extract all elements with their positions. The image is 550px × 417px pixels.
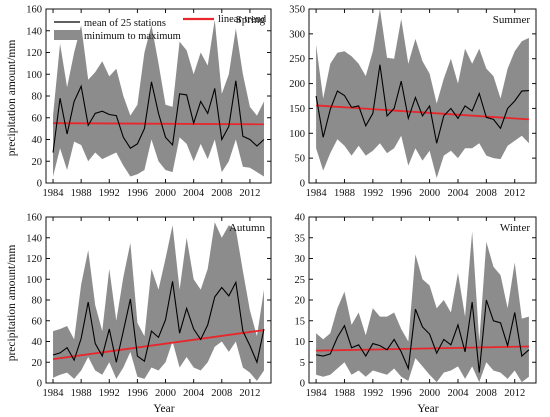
autumn-trend-line [52,329,265,361]
winter-y-tick-label: 15 [295,316,306,327]
spring-x-tick-label: 2004 [183,188,205,199]
autumn-x-tick-label: 2008 [211,388,232,399]
spring-x-tick-label: 1988 [71,188,92,199]
winter-y-tick-label: 30 [295,254,306,265]
winter-mean-line [315,299,530,373]
summer-range-band [316,9,529,179]
autumn-range-band [53,222,264,381]
summer-x-tick-label: 2004 [447,188,469,199]
summer-plot-frame [308,8,537,184]
summer-x-tick-label: 2008 [476,188,497,199]
summer-y-tick-label: 300 [289,29,305,40]
spring-season-label: Spring [236,14,266,26]
winter-x-tick-label: 2004 [447,388,469,399]
spring-range-band [53,19,264,177]
winter-trend-line [316,345,529,352]
autumn-y-tick-label: 100 [26,275,42,286]
winter-y-tick-label: 5 [300,358,305,369]
summer-y-tick-label: 0 [300,179,305,190]
legend-trend-label: linear trend [218,14,267,25]
y-axis-title-top: precipitation amount/mm [6,40,18,157]
summer-x-tick-label: 1992 [362,188,383,199]
summer-x-tick-label: 2012 [504,188,525,199]
autumn-x-tick-label: 1992 [99,388,120,399]
autumn-y-tick-label: 20 [32,358,43,369]
panel-spring: 1984 1988 1992 1996 2000 2004 2008 2012 0 20 40 60 8… [26,5,272,199]
spring-y-tick-label: 0 [37,179,42,190]
winter-range-band [316,231,529,383]
autumn-x-tick-label: 1984 [43,388,65,399]
winter-season-label: Winter [500,222,530,234]
spring-y-tick-label: 120 [26,48,42,59]
autumn-y-tick-label: 0 [37,379,42,390]
winter-x-tick-label: 2008 [476,388,497,399]
spring-y-tick-label: 140 [26,26,42,37]
spring-mean-line [52,80,265,153]
spring-trend-line [53,122,264,126]
winter-y-tick-label: 35 [295,233,306,244]
spring-y-tick-label: 100 [26,70,42,81]
winter-x-tick-label: 1988 [334,388,355,399]
summer-y-tick-label: 150 [289,104,305,115]
spring-x-tick-label: 2008 [211,188,232,199]
autumn-y-tick-label: 80 [32,296,43,307]
spring-y-tick-label: 160 [26,5,42,16]
panel-summer: 1984 1988 1992 1996 2000 2004 2008 2012 0 50 100 15… [289,5,537,199]
y-axis-title-bottom: precipitation amount/mm [6,245,18,362]
summer-x-tick-label: 2000 [419,188,440,199]
winter-y-tick-label: 20 [295,296,306,307]
spring-y-tick-label: 60 [32,113,43,124]
summer-x-tick-label: 1996 [391,188,412,199]
autumn-season-label: Autumn [229,222,266,234]
autumn-y-tick-label: 160 [26,213,42,224]
spring-x-tick-label: 1984 [43,188,65,199]
winter-y-tick-label: 10 [295,337,306,348]
legend-range-label: minimum to maximum [84,31,181,42]
autumn-y-tick-label: 40 [32,337,43,348]
spring-y-tick-label: 80 [32,92,43,103]
summer-x-tick-label: 1988 [334,188,355,199]
spring-x-tick-label: 2000 [155,188,176,199]
autumn-y-tick-label: 60 [32,316,43,327]
summer-y-tick-label: 50 [295,154,306,165]
summer-x-tick-label: 1984 [306,188,328,199]
spring-x-tick-label: 2012 [239,188,260,199]
legend-mean-label: mean of 25 stations [84,18,166,29]
winter-x-tick-label: 1996 [391,388,412,399]
winter-y-tick-label: 25 [295,275,306,286]
autumn-x-tick-label: 1996 [127,388,148,399]
summer-season-label: Summer [493,14,531,26]
winter-x-tick-label: 1992 [362,388,383,399]
spring-y-tick-label: 20 [32,157,43,168]
panel-autumn: 1984 1988 1992 1996 2000 2004 2008 2012 0 20 40 60 8… [26,213,272,399]
summer-mean-line [315,64,529,144]
autumn-x-tick-label: 2004 [183,388,205,399]
autumn-mean-line [52,280,265,365]
autumn-x-tick-label: 2000 [155,388,176,399]
winter-x-tick-label: 2012 [504,388,525,399]
summer-y-tick-label: 200 [289,79,305,90]
spring-y-tick-label: 40 [32,135,43,146]
autumn-y-tick-label: 120 [26,254,42,265]
summer-y-tick-label: 100 [289,129,305,140]
spring-x-tick-label: 1996 [127,188,148,199]
summer-y-tick-label: 350 [289,5,305,16]
x-axis-title-left: Year [153,403,174,415]
legend: mean of 25 stations minimum to maximum l… [54,14,267,42]
legend-range-swatch [54,30,80,40]
panel-winter: 1984 1988 1992 1996 2000 2004 2008 2012 0 5 10 15 20… [295,213,537,399]
winter-y-tick-label: 0 [300,379,305,390]
summer-y-tick-label: 250 [289,54,305,65]
winter-x-tick-label: 2000 [419,388,440,399]
winter-x-tick-label: 1984 [306,388,328,399]
autumn-x-tick-label: 1988 [71,388,92,399]
autumn-x-tick-label: 2012 [239,388,260,399]
x-axis-title-right: Year [417,403,438,415]
autumn-y-tick-label: 140 [26,233,42,244]
winter-y-tick-label: 40 [295,213,306,224]
spring-x-tick-label: 1992 [99,188,120,199]
